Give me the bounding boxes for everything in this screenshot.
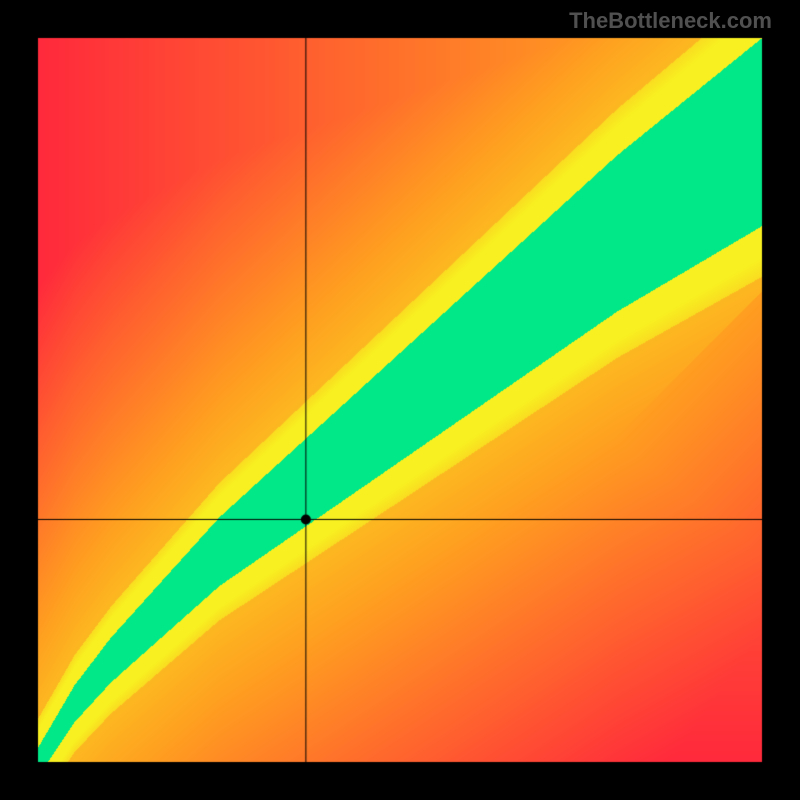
bottleneck-heatmap <box>0 0 800 800</box>
chart-container: TheBottleneck.com <box>0 0 800 800</box>
watermark-text: TheBottleneck.com <box>569 8 772 34</box>
